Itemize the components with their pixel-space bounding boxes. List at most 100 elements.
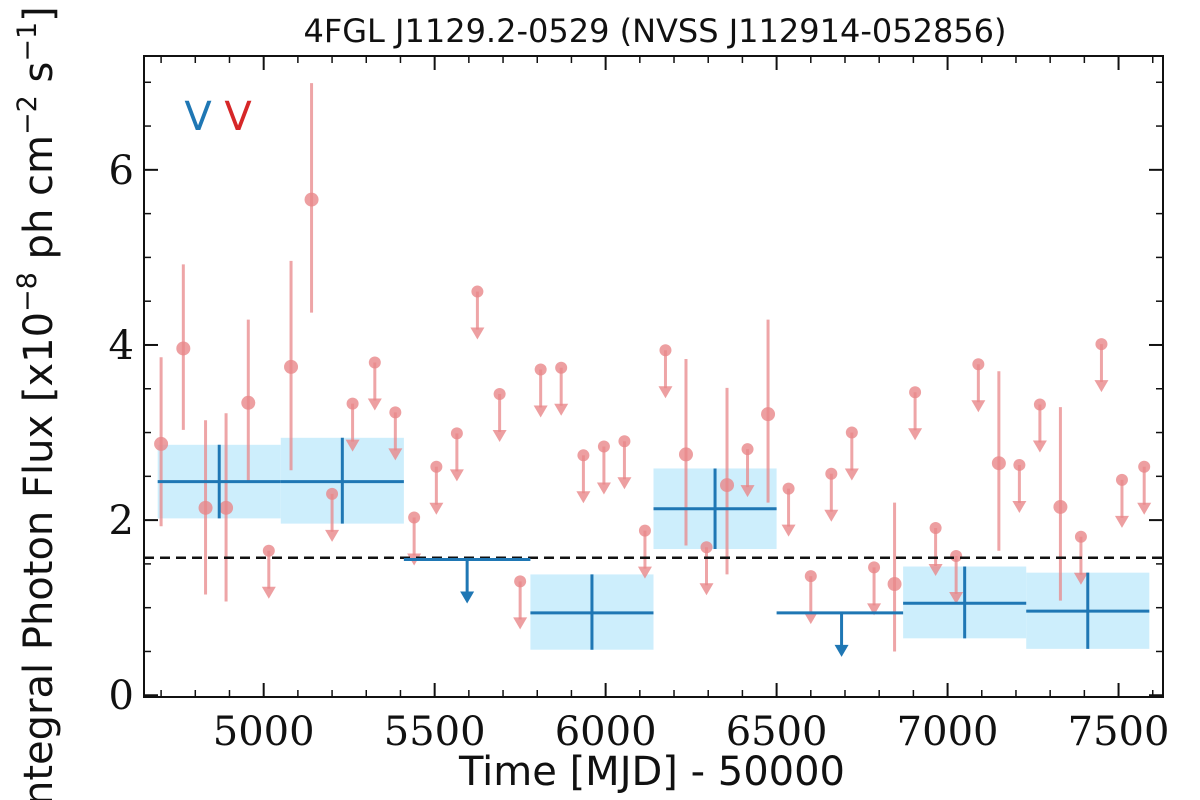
short-bin-upper-limit-point: [909, 386, 922, 399]
short-bin-upper-limit-arrow: [803, 612, 818, 625]
short-bin-upper-limit-point: [1095, 338, 1108, 351]
short-bin-upper-limit-arrow: [740, 485, 755, 498]
short-bin-upper-limit-point: [825, 467, 838, 480]
short-bin-upper-limit-arrow: [1137, 502, 1152, 515]
short-bin-upper-limit-arrow: [449, 469, 464, 482]
plot-frame: [143, 55, 1164, 698]
short-bin-upper-limit-arrow: [824, 509, 839, 522]
short-bin-point: [241, 395, 256, 410]
short-bin-upper-limit-point: [408, 511, 421, 524]
short-bin-upper-limit-point: [845, 426, 858, 439]
short-bin-point: [198, 500, 213, 515]
y-axis-label: Integral Photon Flux [x10−8 ph cm−2 s−1]: [12, 6, 62, 800]
short-bin-upper-limit-point: [430, 460, 443, 473]
short-bin-upper-limit-arrow: [1012, 500, 1027, 513]
short-bin-upper-limit-point: [659, 344, 672, 357]
short-bin-point: [176, 341, 191, 356]
y-axis-label-exponent: −2: [12, 95, 43, 135]
short-bin-upper-limit-arrow: [388, 448, 403, 461]
short-bin-point: [991, 456, 1006, 471]
short-bin-upper-limit-arrow: [554, 403, 569, 416]
short-bin-upper-limit-arrow: [1032, 440, 1047, 453]
short-bin-upper-limit-arrow: [596, 482, 611, 495]
short-bin-upper-limit-arrow: [533, 405, 548, 418]
short-bin-upper-limit-arrow: [617, 477, 632, 490]
legend-marker-short: V: [224, 94, 252, 140]
short-bin-upper-limit-point: [597, 440, 610, 453]
short-bin-upper-limit-point: [700, 541, 713, 554]
plot-area: [144, 83, 1163, 657]
short-bin-point: [761, 407, 776, 422]
y-tick-label: 0: [109, 673, 134, 719]
short-bin-upper-limit-point: [450, 427, 463, 440]
short-bin-upper-limit-point: [868, 561, 881, 574]
y-tick-label: 6: [109, 148, 134, 194]
short-bin-point: [219, 500, 234, 515]
short-bin-upper-limit-point: [534, 363, 547, 376]
short-bin-upper-limit-arrow: [429, 502, 444, 515]
x-tick-label: 5500: [384, 709, 486, 755]
chart-title: 4FGL J1129.2-0529 (NVSS J112914-052856): [303, 12, 1006, 50]
short-bin-upper-limit-point: [555, 361, 568, 374]
short-bin-upper-limit-arrow: [513, 617, 528, 630]
short-bin-upper-limit-arrow: [637, 566, 652, 579]
y-axis-label-exponent: −1: [12, 22, 43, 62]
y-axis-label-exponent: −8: [12, 272, 43, 312]
y-axis-label-end: ]: [16, 6, 62, 22]
axes: 5000 5500 6000 6500 7000 7500 0 2 4 6: [109, 55, 1170, 755]
x-tick-label: 5000: [213, 709, 315, 755]
short-bin-upper-limit-arrow: [325, 529, 340, 542]
short-bin-upper-limit-arrow: [1114, 515, 1129, 528]
x-tick-label: 7500: [1068, 709, 1170, 755]
short-bin-upper-limit-point: [389, 406, 402, 419]
short-bin-upper-limit-arrow: [470, 327, 485, 340]
short-bin-upper-limit-point: [1074, 530, 1087, 543]
legend-marker-long: V: [184, 94, 212, 140]
y-axis-label-unit: ph cm: [16, 135, 62, 272]
y-tick-label: 2: [109, 498, 134, 544]
short-bin-upper-limit-point: [346, 397, 359, 410]
short-bin-point: [154, 436, 169, 451]
short-bin-upper-limit-arrow: [699, 583, 714, 596]
x-tick-label: 6500: [726, 709, 828, 755]
short-bin-upper-limit-point: [1013, 458, 1026, 471]
short-bin-point: [284, 359, 299, 374]
short-bin-upper-limit-point: [782, 482, 795, 495]
short-bin-upper-limit-arrow: [1094, 380, 1109, 393]
short-bin-upper-limit-point: [804, 570, 817, 583]
short-bin-upper-limit-point: [493, 388, 506, 401]
short-bin-upper-limit-point: [950, 550, 963, 563]
short-bin-upper-limit-point: [471, 285, 484, 298]
short-bin-upper-limit-point: [326, 487, 339, 500]
short-bin-point: [1053, 499, 1068, 514]
x-axis-label: Time [MJD] - 50000: [458, 749, 845, 795]
short-bin-upper-limit-point: [1033, 398, 1046, 411]
short-bin-upper-limit-point: [1138, 460, 1151, 473]
long-bin-upper-limit-arrow: [460, 591, 475, 604]
short-bin-upper-limit-arrow: [971, 400, 986, 413]
short-bin-upper-limit-point: [262, 544, 275, 557]
short-bin-upper-limit-arrow: [949, 592, 964, 605]
short-bin-upper-limit-arrow: [867, 603, 882, 616]
short-bin-upper-limit-arrow: [367, 398, 382, 411]
y-axis-label-main: Integral Photon Flux [x10: [16, 312, 62, 800]
y-axis-label-unit: s: [16, 62, 62, 96]
short-bin-upper-limit-arrow: [844, 468, 859, 481]
short-bin-upper-limit-arrow: [908, 428, 923, 441]
short-bin-upper-limit-point: [368, 356, 381, 369]
x-tick-label: 6000: [555, 709, 657, 755]
short-bin-upper-limit-arrow: [781, 524, 796, 537]
short-bin-upper-limit-point: [972, 358, 985, 371]
short-bin-upper-limit-point: [514, 575, 527, 588]
y-tick-label: 4: [109, 323, 134, 369]
short-bin-upper-limit-point: [741, 443, 754, 456]
short-bin-upper-limit-arrow: [928, 563, 943, 576]
short-bin-upper-limit-arrow: [1073, 572, 1088, 585]
short-bin-upper-limit-point: [1115, 473, 1128, 486]
short-bin-upper-limit-arrow: [576, 491, 591, 504]
short-bin-upper-limit-point: [929, 521, 942, 534]
short-bin-upper-limit-point: [577, 449, 590, 462]
short-bin-point: [887, 577, 902, 592]
short-bin-point: [720, 478, 735, 493]
